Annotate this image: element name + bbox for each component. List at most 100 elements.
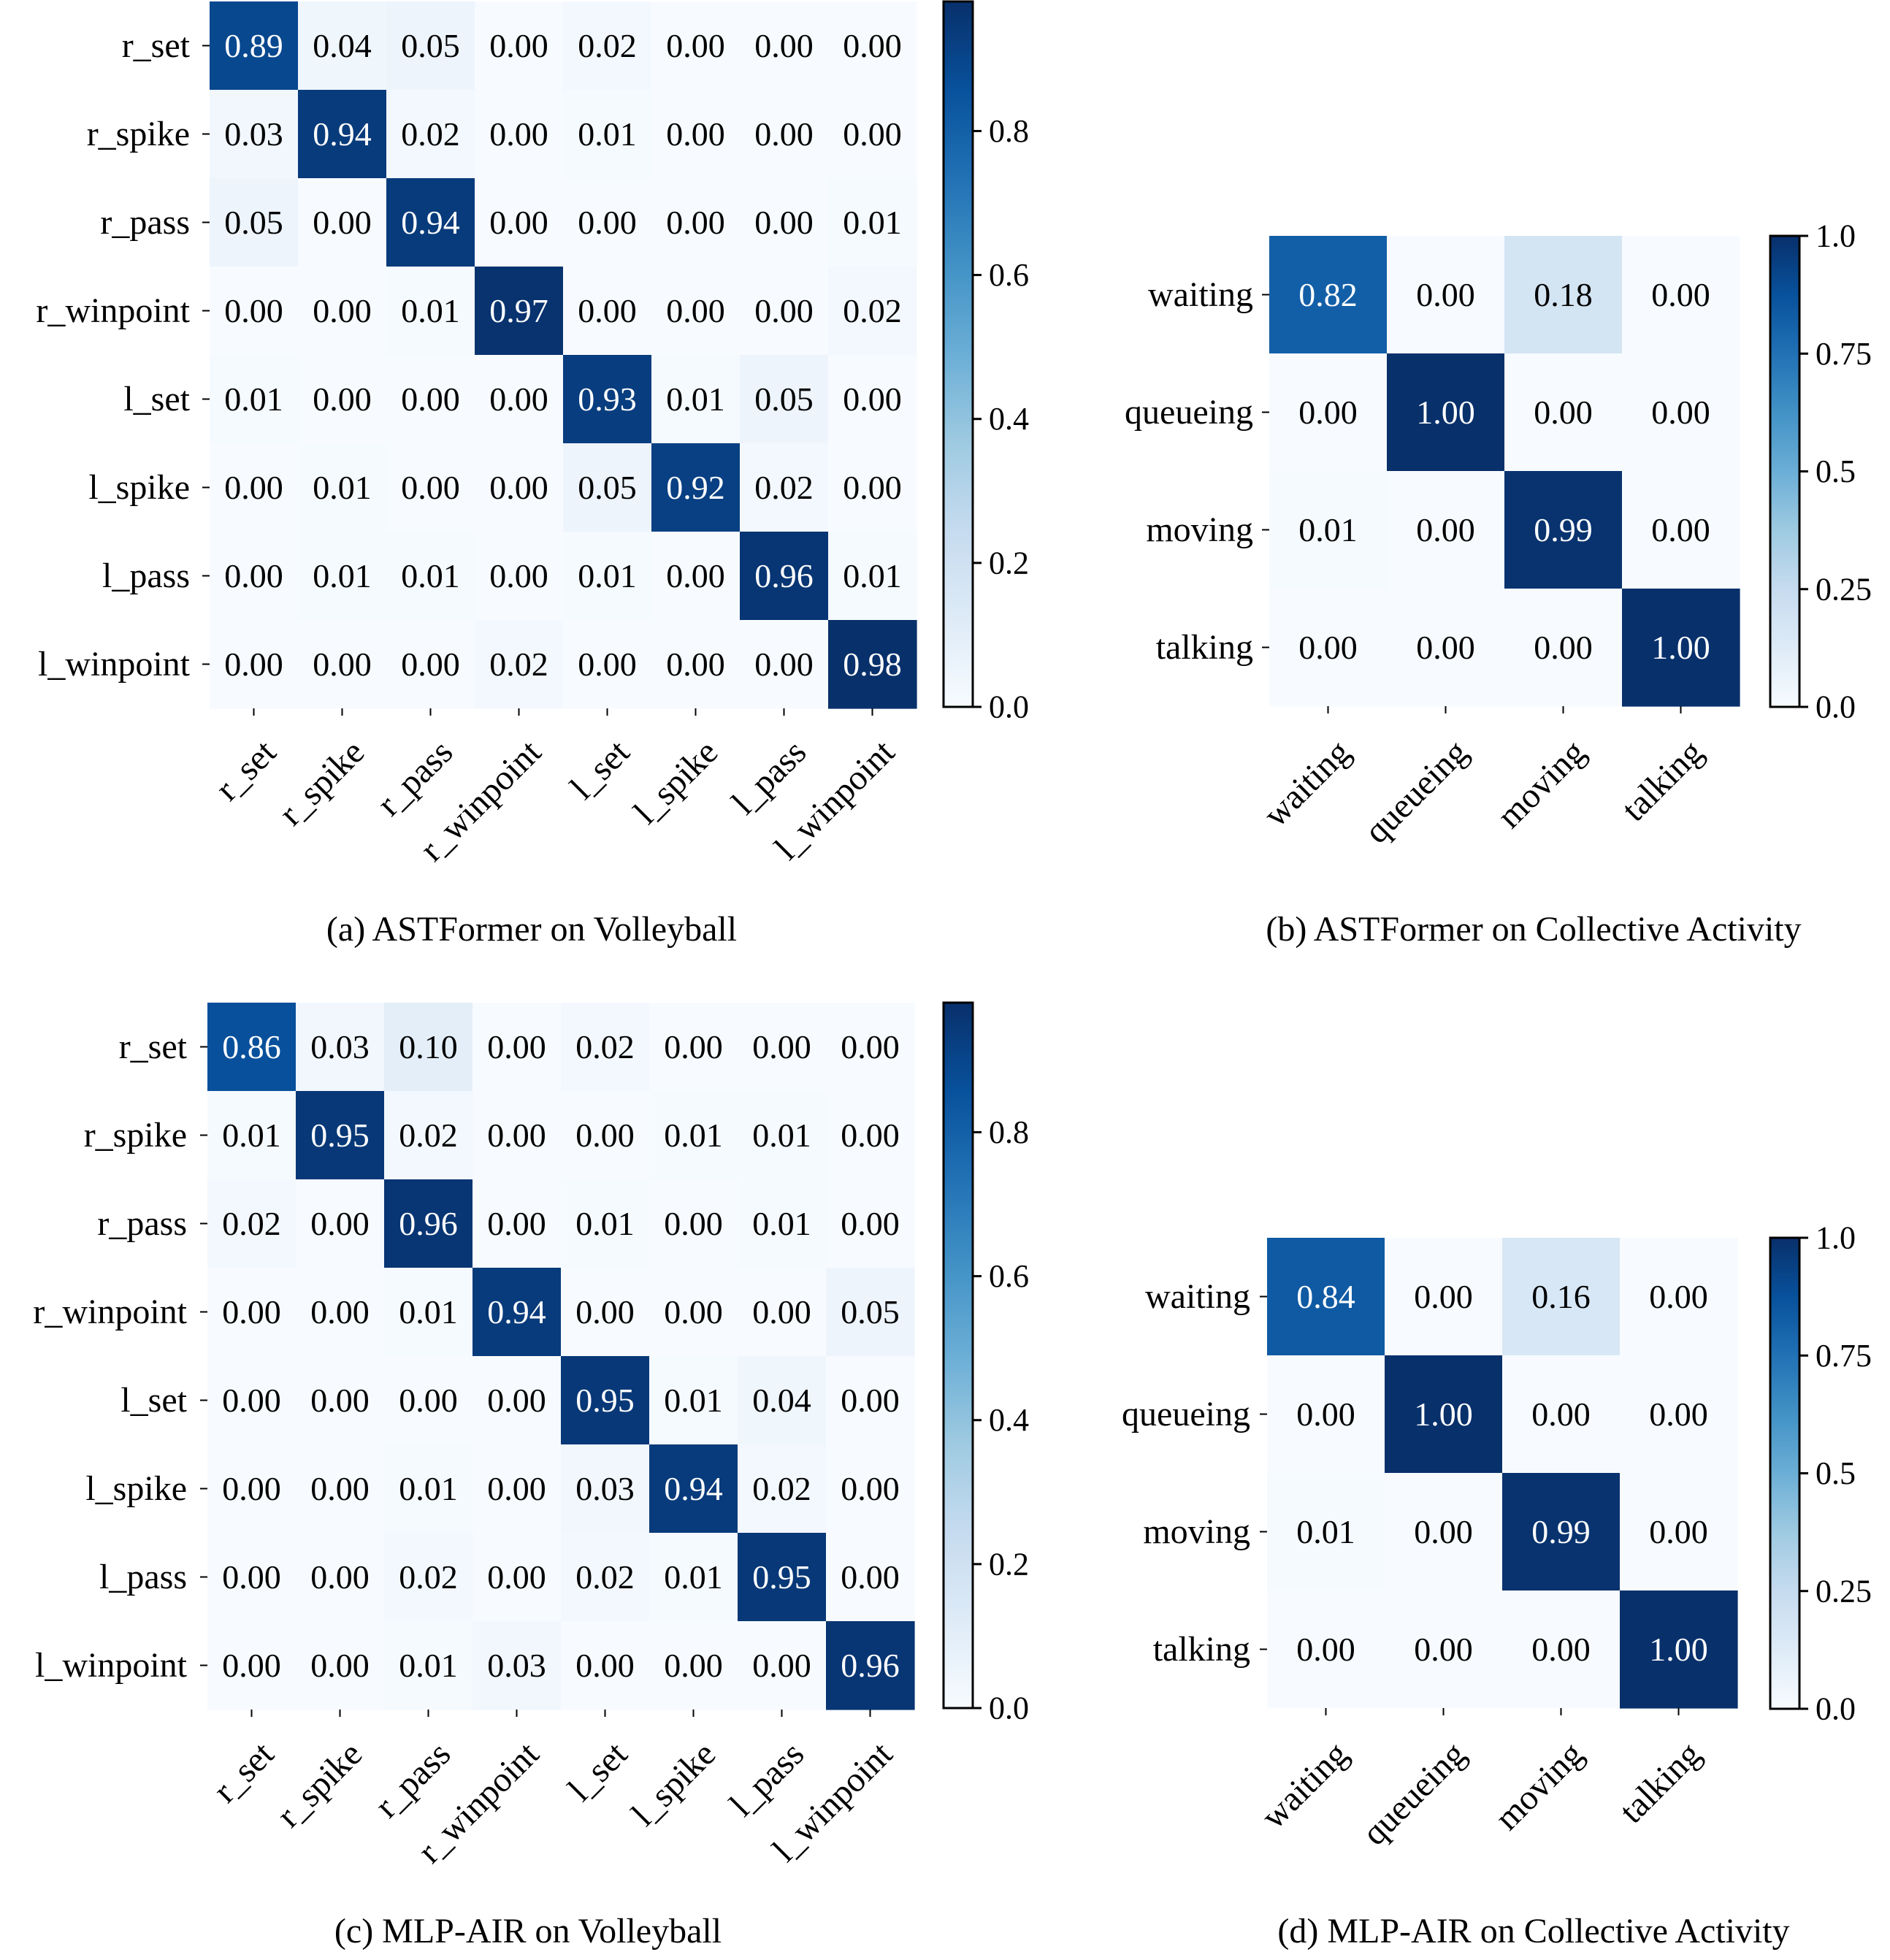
cell-value-label: 0.10 <box>399 1028 458 1065</box>
cell-value-label: 0.00 <box>666 292 725 329</box>
cell-value-label: 0.96 <box>754 557 814 594</box>
cell-value-label: 0.97 <box>489 292 548 329</box>
cell-value-label: 0.01 <box>578 557 637 594</box>
cell-value-label: 0.84 <box>1296 1278 1355 1315</box>
cell-value-label: 0.00 <box>666 557 725 594</box>
cell-value-label: 0.00 <box>1531 1631 1591 1668</box>
row-label-talking: talking <box>1156 628 1253 667</box>
row-label-waiting: waiting <box>1148 275 1253 314</box>
panel-d-caption: (d) MLP-AIR on Collective Activity <box>1277 1912 1789 1951</box>
colorbar-gradient <box>1770 1238 1799 1709</box>
cell-value-label: 0.03 <box>224 115 283 153</box>
cell-value-label: 0.00 <box>664 1028 723 1065</box>
row-label-r-set: r_set <box>122 26 191 65</box>
colorbar-tick-label: 1.0 <box>1816 218 1856 254</box>
panel-b-cells: 0.82 0.00 0.18 0.000.00 1.00 0.00 0.000.01 0.00… <box>1269 236 1740 707</box>
panel-c-cells: 0.86 0.03 0.10 0.00 0.02 0.00 0.00 0.000.01 0.95… <box>207 1003 915 1710</box>
cell-value-label: 0.01 <box>664 1117 723 1154</box>
cell-value-label: 0.00 <box>487 1470 546 1507</box>
cell-value-label: 0.86 <box>222 1028 281 1065</box>
colorbar-tick-label: 0.4 <box>989 1402 1029 1438</box>
cell-value-label: 0.00 <box>578 292 637 329</box>
cell-value-label: 0.01 <box>222 1117 281 1154</box>
cell-value-label: 0.01 <box>401 557 460 594</box>
cell-value-label: 0.00 <box>489 380 548 418</box>
cell-value-label: 0.01 <box>843 204 902 241</box>
cell-value-label: 0.00 <box>487 1205 546 1242</box>
cell-value-label: 0.00 <box>1534 394 1593 431</box>
cell-value-label: 0.82 <box>1298 276 1358 313</box>
cell-value-label: 0.00 <box>1414 1278 1473 1315</box>
cell-value-label: 0.01 <box>399 1647 458 1684</box>
cell-value-label: 0.02 <box>222 1205 281 1242</box>
cell-value-label: 0.05 <box>224 204 283 241</box>
cell-value-label: 0.00 <box>224 292 283 329</box>
cell-value-label: 0.18 <box>1534 276 1593 313</box>
cell-value-label: 0.01 <box>224 380 283 418</box>
cell-value-label: 0.95 <box>310 1117 370 1154</box>
cell-value-label: 0.00 <box>754 204 814 241</box>
cell-value-label: 0.01 <box>1298 511 1358 548</box>
cell-value-label: 0.05 <box>754 380 814 418</box>
cell-value-label: 0.96 <box>399 1205 458 1242</box>
cell-value-label: 0.00 <box>843 27 902 64</box>
cell-value-label: 0.00 <box>222 1647 281 1684</box>
cell-value-label: 0.96 <box>841 1647 900 1684</box>
cell-value-label: 0.94 <box>664 1470 723 1507</box>
cell-value-label: 0.00 <box>399 1382 458 1419</box>
cell-value-label: 0.94 <box>313 115 372 153</box>
cell-value-label: 0.00 <box>224 646 283 683</box>
cell-value-label: 0.93 <box>578 380 637 418</box>
cell-value-label: 0.00 <box>664 1647 723 1684</box>
cell-value-label: 0.00 <box>1651 394 1710 431</box>
colorbar-tick-label: 0.0 <box>989 689 1029 725</box>
row-label-r-winpoint: r_winpoint <box>33 1293 187 1331</box>
cell-value-label: 0.00 <box>575 1647 635 1684</box>
colorbar-tick-label: 0.75 <box>1816 336 1872 372</box>
cell-value-label: 0.02 <box>843 292 902 329</box>
row-label-l-spike: l_spike <box>85 1469 187 1508</box>
cell-value-label: 0.00 <box>313 204 372 241</box>
row-label-queueing: queueing <box>1122 1395 1250 1433</box>
cell-value-label: 0.00 <box>1649 1396 1708 1433</box>
figure: 0.89 0.04 0.05 0.00 0.02 0.00 0.00 0.000.03 0.94… <box>0 0 1890 1960</box>
row-label-r-pass: r_pass <box>97 1204 187 1243</box>
cell-value-label: 0.00 <box>489 204 548 241</box>
row-label-r-set: r_set <box>119 1027 188 1066</box>
panel-d-cells: 0.84 0.00 0.16 0.000.00 1.00 0.00 0.000.01 0.00… <box>1267 1238 1738 1709</box>
colorbar-gradient <box>944 1 973 707</box>
cell-value-label: 0.00 <box>487 1558 546 1596</box>
cell-value-label: 0.00 <box>489 27 548 64</box>
colorbar-tick-label: 0.6 <box>989 1258 1029 1294</box>
cell-value-label: 0.01 <box>578 115 637 153</box>
cell-value-label: 0.00 <box>841 1558 900 1596</box>
row-label-l-set: l_set <box>120 1381 187 1420</box>
cell-value-label: 0.00 <box>313 292 372 329</box>
cell-value-label: 0.00 <box>841 1470 900 1507</box>
cell-value-label: 0.00 <box>222 1293 281 1331</box>
cell-value-label: 0.04 <box>313 27 372 64</box>
cell-value-label: 0.02 <box>401 115 460 153</box>
cell-value-label: 0.00 <box>310 1382 370 1419</box>
cell-value-label: 0.00 <box>487 1117 546 1154</box>
cell-value-label: 0.00 <box>489 115 548 153</box>
cell-value-label: 0.00 <box>752 1647 811 1684</box>
cell-value-label: 0.00 <box>1298 394 1358 431</box>
colorbar-tick-label: 0.25 <box>1816 571 1872 607</box>
cell-value-label: 0.00 <box>487 1028 546 1065</box>
colorbar-tick-label: 0.4 <box>989 401 1029 437</box>
colorbar-tick-label: 0.75 <box>1816 1338 1872 1374</box>
cell-value-label: 0.00 <box>754 27 814 64</box>
cell-value-label: 0.99 <box>1534 511 1593 548</box>
cell-value-label: 0.00 <box>575 1293 635 1331</box>
cell-value-label: 0.00 <box>841 1028 900 1065</box>
cell-value-label: 0.00 <box>752 1028 811 1065</box>
cell-value-label: 0.00 <box>754 115 814 153</box>
cell-value-label: 0.00 <box>841 1205 900 1242</box>
cell-value-label: 0.00 <box>754 292 814 329</box>
cell-value-label: 0.00 <box>752 1293 811 1331</box>
cell-value-label: 0.00 <box>1296 1396 1355 1433</box>
cell-value-label: 1.00 <box>1649 1631 1708 1668</box>
cell-value-label: 0.00 <box>310 1205 370 1242</box>
cell-value-label: 0.00 <box>489 557 548 594</box>
